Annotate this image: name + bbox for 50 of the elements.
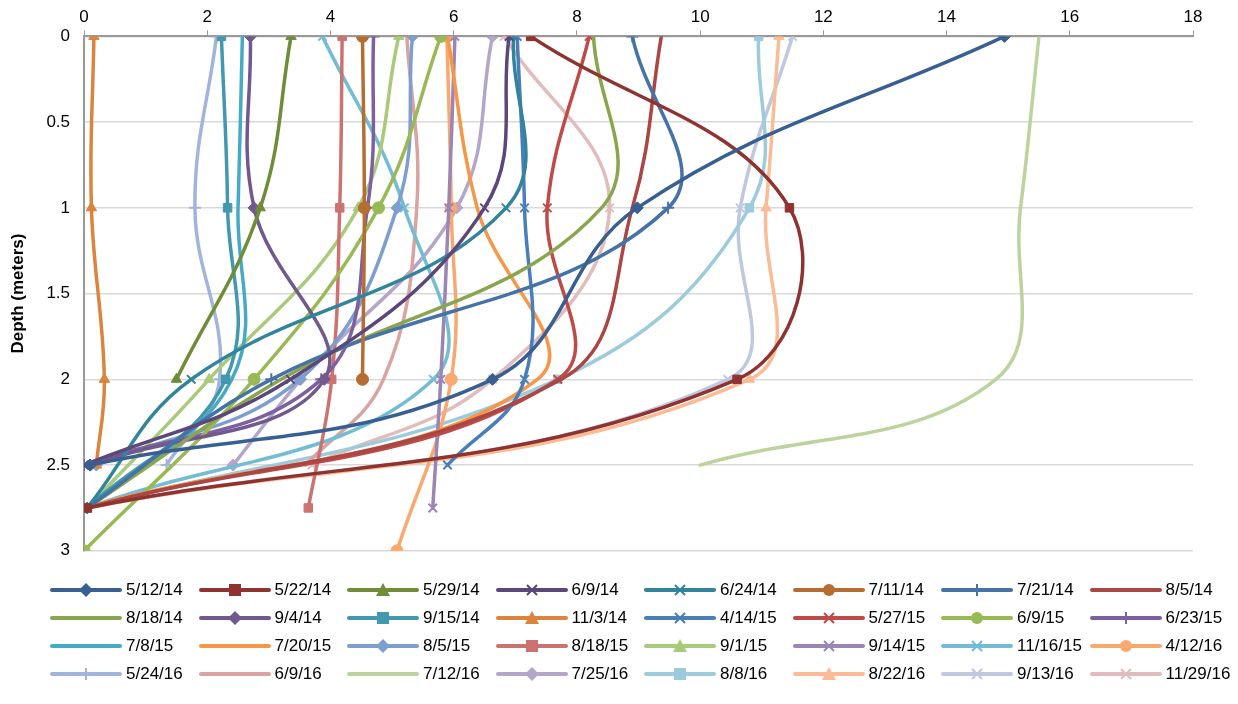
legend-label: 7/11/14 (868, 580, 924, 600)
legend-label: 9/4/14 (274, 608, 322, 628)
legend-label: 8/18/15 (571, 636, 629, 656)
y-tick-label: 1 (60, 197, 71, 217)
legend-label: 7/8/15 (126, 636, 174, 656)
legend-label: 9/13/16 (1017, 664, 1074, 684)
legend-label: 6/9/15 (1017, 608, 1065, 628)
y-tick-label: 3 (60, 540, 71, 560)
legend-label: 11/3/14 (571, 608, 627, 628)
x-tick-label: 0 (79, 6, 89, 26)
y-tick-label: 0.5 (46, 111, 71, 131)
legend-label: 11/16/15 (1017, 636, 1082, 656)
y-tick-label: 0 (60, 26, 71, 46)
y-tick-label: 2 (60, 369, 71, 389)
legend-label: 7/25/16 (571, 664, 629, 684)
legend-label: 6/23/15 (1165, 608, 1223, 628)
x-tick-label: 4 (325, 6, 336, 26)
legend-label: 8/5/15 (423, 636, 471, 656)
legend-label: 5/27/15 (868, 608, 926, 628)
legend-label: 5/12/14 (126, 580, 183, 600)
legend-label: 8/8/16 (720, 664, 768, 684)
legend-label: 5/29/14 (423, 580, 480, 600)
legend-label: 4/14/15 (720, 608, 777, 628)
legend-label: 9/15/14 (423, 608, 480, 628)
legend-label: 8/22/16 (868, 664, 926, 684)
legend-label: 4/12/16 (1165, 636, 1223, 656)
y-axis-title: Depth (meters) (7, 233, 27, 354)
legend-label: 9/1/15 (720, 636, 768, 656)
x-tick-label: 8 (572, 6, 582, 26)
legend-label: 8/5/14 (1165, 580, 1213, 600)
legend-label: 6/9/16 (274, 664, 322, 684)
legend-label: 5/24/16 (126, 664, 183, 684)
legend-label: 7/21/14 (1017, 580, 1074, 600)
legend-label: 5/22/14 (274, 580, 332, 600)
x-tick-label: 12 (813, 6, 833, 26)
legend-label: 7/12/16 (423, 664, 480, 684)
legend-label: 6/9/14 (571, 580, 619, 600)
legend-label: 8/18/14 (126, 608, 183, 628)
x-tick-label: 18 (1183, 6, 1203, 26)
x-tick-label: 10 (690, 6, 710, 26)
legend-label: 11/29/16 (1165, 664, 1231, 684)
legend-label: 9/14/15 (868, 636, 926, 656)
legend-label: 6/24/14 (720, 580, 777, 600)
y-tick-label: 2.5 (46, 454, 71, 474)
x-tick-label: 14 (937, 6, 957, 26)
y-tick-label: 1.5 (46, 283, 71, 303)
x-tick-label: 6 (448, 6, 459, 26)
legend-label: 7/20/15 (274, 636, 332, 656)
x-tick-label: 2 (202, 6, 212, 26)
x-tick-label: 16 (1060, 6, 1080, 26)
